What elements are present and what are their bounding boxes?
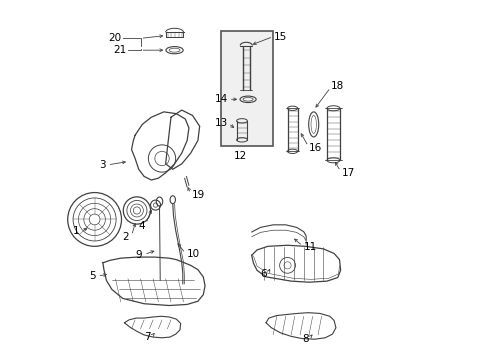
Text: 1: 1 xyxy=(73,226,80,236)
Text: 18: 18 xyxy=(330,81,344,91)
Text: 12: 12 xyxy=(234,150,247,161)
Text: 2: 2 xyxy=(122,232,129,242)
Text: 4: 4 xyxy=(138,221,144,230)
Text: 15: 15 xyxy=(273,32,286,41)
Text: 5: 5 xyxy=(89,271,96,281)
Text: 16: 16 xyxy=(308,143,322,153)
Text: 13: 13 xyxy=(214,118,227,128)
Text: 19: 19 xyxy=(191,190,204,200)
Text: 7: 7 xyxy=(143,332,150,342)
Text: 14: 14 xyxy=(214,94,227,104)
Text: 6: 6 xyxy=(260,269,266,279)
Text: 21: 21 xyxy=(113,45,126,55)
Text: 17: 17 xyxy=(341,168,354,178)
Text: 11: 11 xyxy=(303,242,316,252)
Text: 20: 20 xyxy=(108,33,122,43)
Text: 9: 9 xyxy=(135,249,142,260)
Text: 10: 10 xyxy=(187,249,200,259)
Bar xyxy=(221,31,273,146)
Text: 8: 8 xyxy=(302,333,308,343)
Text: 3: 3 xyxy=(99,160,105,170)
